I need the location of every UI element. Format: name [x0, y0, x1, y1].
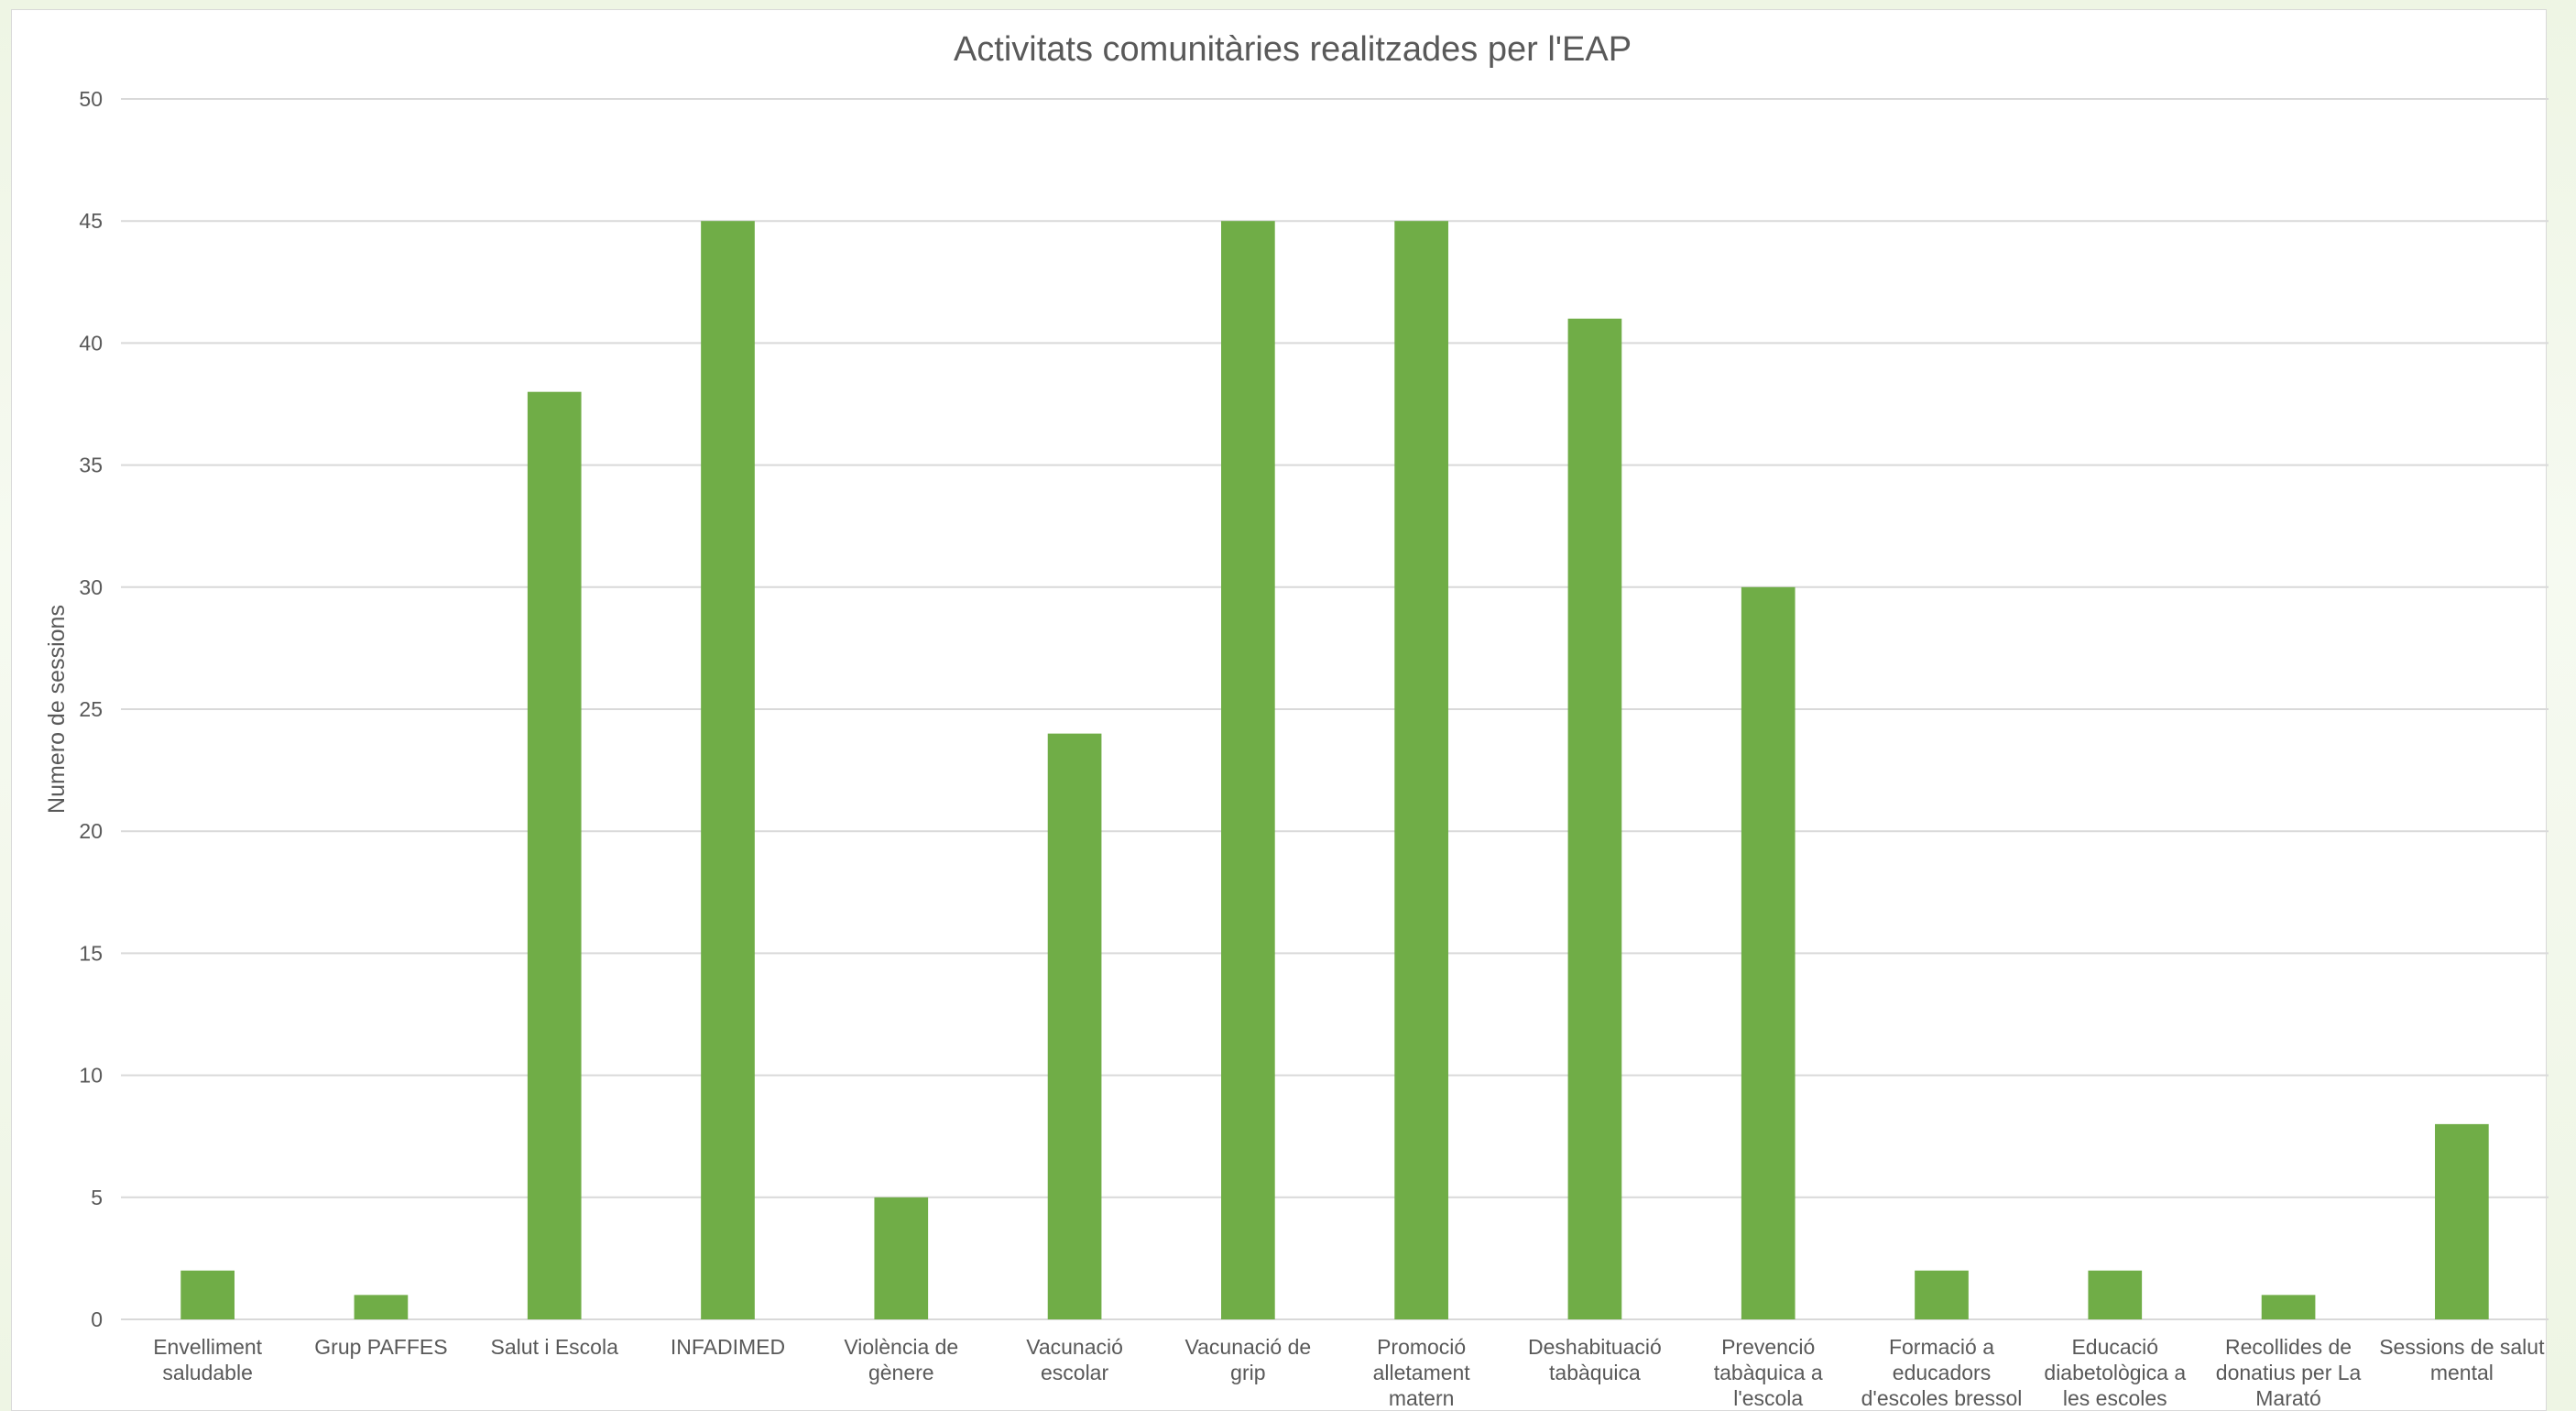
- x-category-label: Recollides de donatius per La Marató: [2216, 1335, 2362, 1410]
- y-tick-label: 35: [79, 454, 103, 477]
- bar: [1394, 221, 1448, 1320]
- x-category-label: Promoció alletament matern: [1373, 1335, 1471, 1410]
- y-tick-label: 5: [91, 1186, 103, 1209]
- bar: [180, 1270, 235, 1319]
- x-category-label: Formació a educadors d'escoles bressol: [1861, 1335, 2023, 1410]
- x-category-label: Salut i Escola: [491, 1335, 619, 1359]
- x-category-label: Vacunació de grip: [1185, 1335, 1312, 1384]
- y-tick-label: 30: [79, 575, 103, 599]
- y-tick-label: 0: [91, 1307, 103, 1331]
- chart-title: Activitats comunitàries realitzades per …: [954, 30, 1632, 69]
- y-tick-label: 15: [79, 941, 103, 965]
- x-category-label: Envelliment saludable: [153, 1335, 262, 1384]
- bar: [354, 1295, 409, 1319]
- x-category-label: Sessions de salut mental: [2379, 1335, 2545, 1384]
- x-category-label: Deshabituació tabàquica: [1528, 1335, 1662, 1384]
- bar: [1915, 1270, 1969, 1319]
- bar: [1567, 318, 1622, 1319]
- y-axis-title: Numero de sessions: [44, 605, 70, 814]
- bar: [701, 221, 755, 1320]
- y-tick-label: 40: [79, 331, 103, 355]
- bar: [1047, 733, 1102, 1319]
- bars: [180, 221, 2489, 1320]
- bar: [527, 391, 582, 1319]
- bar: [1221, 221, 1275, 1320]
- gridlines: [121, 98, 2549, 1320]
- x-category-label: Violència de gènere: [844, 1335, 958, 1384]
- x-axis-category-labels: Envelliment saludable Grup PAFFES Salut i E…: [153, 1335, 2545, 1410]
- x-category-label: Vacunació escolar: [1026, 1335, 1123, 1384]
- bar: [2261, 1295, 2316, 1319]
- y-tick-label: 20: [79, 819, 103, 843]
- bar: [1741, 586, 1796, 1319]
- y-tick-label: 10: [79, 1064, 103, 1088]
- x-category-label: INFADIMED: [671, 1335, 785, 1359]
- bar: [874, 1197, 929, 1319]
- x-category-label: Grup PAFFES: [314, 1335, 447, 1359]
- x-category-label: Prevenció tabàquica a l'escola: [1714, 1335, 1823, 1410]
- y-tick-label: 50: [79, 87, 103, 111]
- x-category-label: Educació diabetològica a les escoles: [2044, 1335, 2186, 1410]
- y-axis-tick-labels: 0 5 10 15 20 25 30 35 40 45 50: [79, 87, 103, 1331]
- y-tick-label: 25: [79, 697, 103, 721]
- bar: [2088, 1270, 2143, 1319]
- bar: [2435, 1123, 2489, 1319]
- y-tick-label: 45: [79, 209, 103, 233]
